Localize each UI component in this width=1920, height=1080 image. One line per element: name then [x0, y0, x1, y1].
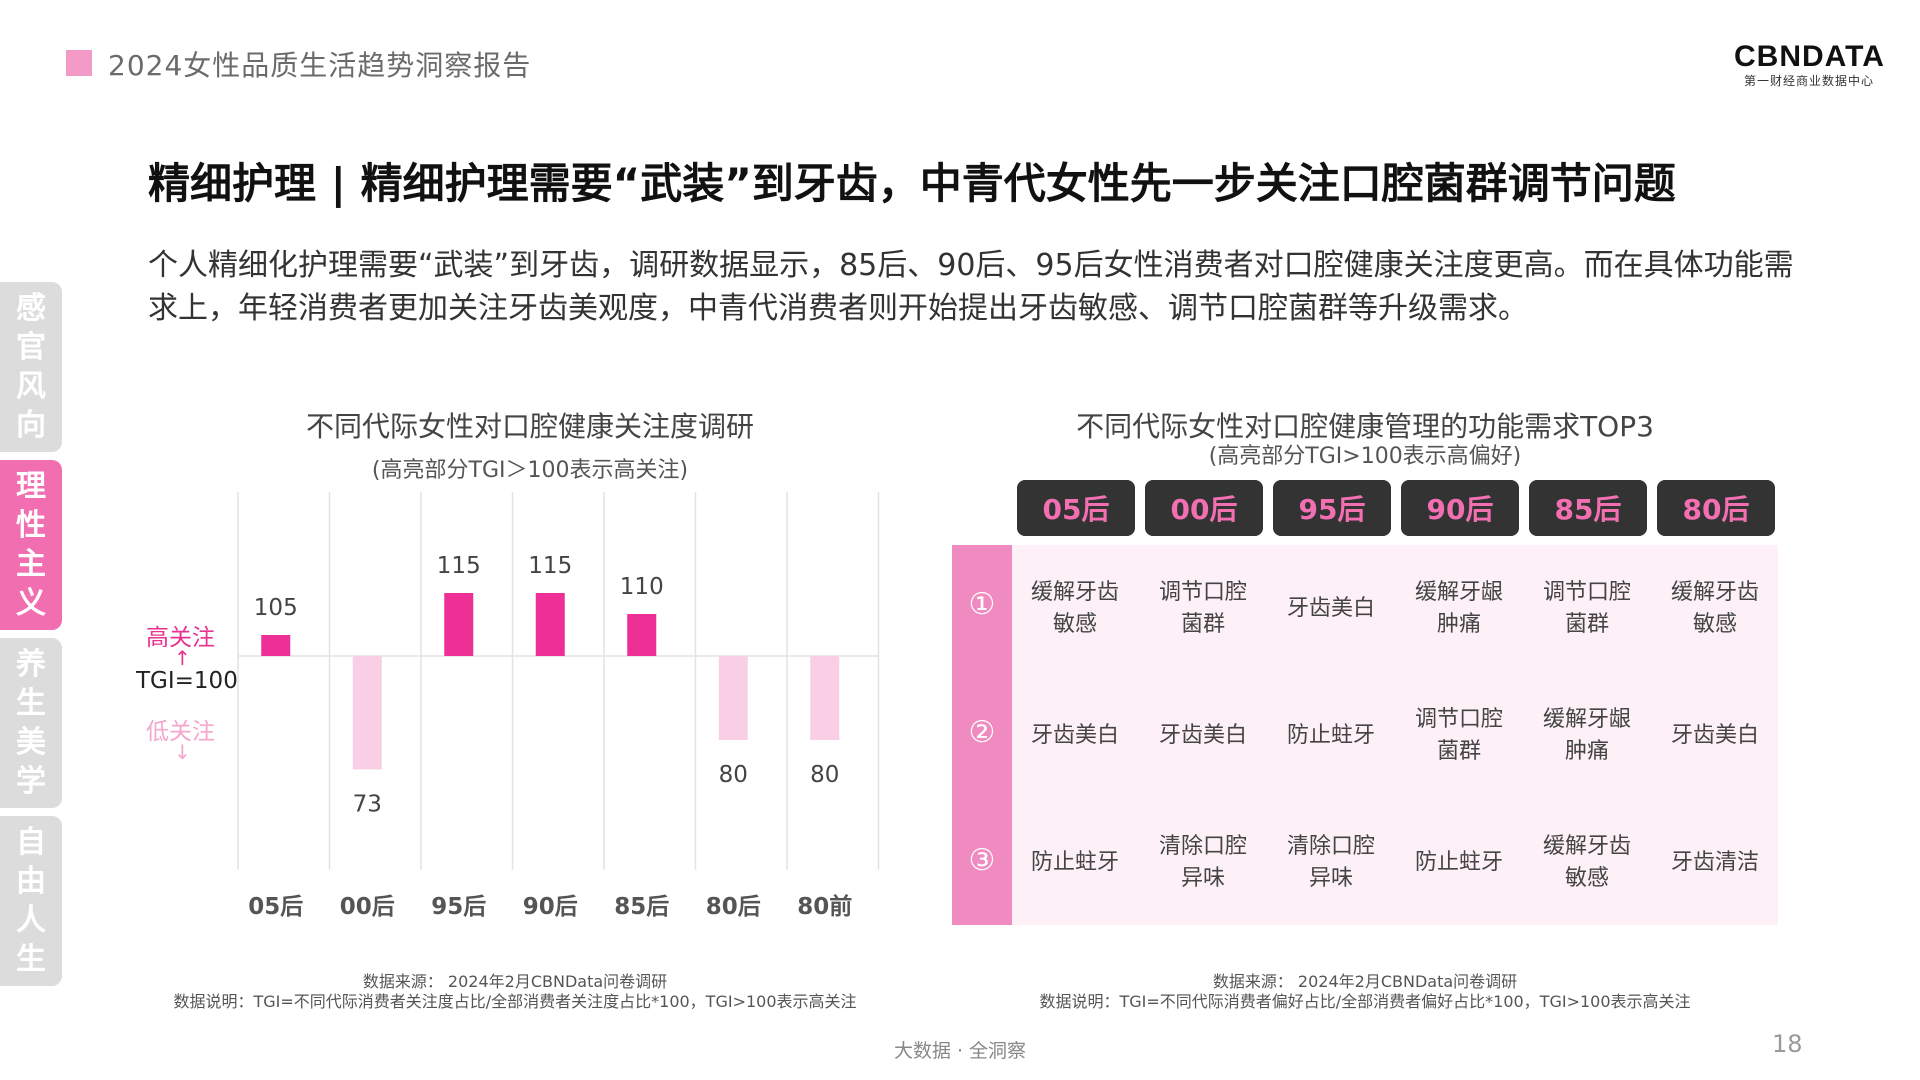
side-tab-rational[interactable]: 理性主义 — [0, 460, 62, 630]
category-label: 85后 — [614, 894, 669, 920]
header-accent-square — [66, 50, 92, 76]
high-attention-label: 高关注 — [146, 625, 215, 651]
table-cell: 牙齿美白 — [1030, 722, 1119, 748]
table-cell: 防止蛀牙 — [1030, 849, 1119, 875]
side-tab-label: 自由人生 — [16, 825, 46, 977]
table-cell: 牙齿美白 — [1158, 722, 1247, 748]
bar-80前 — [810, 656, 840, 740]
side-tab-label: 感官风向 — [16, 291, 46, 443]
gen-badge-95: 95后 — [1273, 480, 1391, 536]
table-cell: 缓解牙齿 敏感 — [1670, 579, 1759, 637]
left-note: 数据说明：TGI=不同代际消费者关注度占比/全部消费者关注度占比*100，TGI… — [173, 992, 857, 1011]
table-cell: 缓解牙齿 敏感 — [1030, 579, 1119, 637]
table-cell: 牙齿清洁 — [1670, 849, 1759, 875]
left-source: 数据来源： 2024年2月CBNData问卷调研 — [362, 972, 668, 991]
bar-95后 — [444, 593, 474, 656]
page-number: 18 — [1772, 1030, 1803, 1058]
bar-value-label: 115 — [528, 553, 572, 579]
table-cell: 清除口腔 异味 — [1158, 833, 1247, 891]
left-chart-title: 不同代际女性对口腔健康关注度调研 — [305, 410, 754, 443]
gen-badge-85: 85后 — [1529, 480, 1647, 536]
table-cell: 缓解牙龈 肿痛 — [1414, 579, 1503, 637]
left-chart-subtitle: (高亮部分TGI＞100表示高关注) — [371, 458, 689, 483]
side-tab-freedom[interactable]: 自由人生 — [0, 816, 62, 986]
side-tab-wellness[interactable]: 养生美学 — [0, 638, 62, 808]
bar-80后 — [718, 656, 748, 740]
table-cell: 缓解牙齿 敏感 — [1542, 833, 1631, 891]
right-table-subtitle: (高亮部分TGI>100表示高偏好) — [1208, 444, 1522, 469]
low-attention-label: 低关注 — [146, 719, 215, 745]
right-source: 数据来源： 2024年2月CBNData问卷调研 — [1212, 972, 1518, 991]
bar-value-label: 110 — [620, 574, 664, 600]
bar-value-label: 115 — [437, 553, 481, 579]
bar-85后 — [627, 614, 657, 656]
right-table-title: 不同代际女性对口腔健康管理的功能需求TOP3 — [1076, 410, 1654, 443]
rank-1: ① — [968, 587, 996, 622]
bar-value-label: 80 — [719, 762, 748, 788]
table-cell: 防止蛀牙 — [1286, 722, 1375, 748]
gen-badge-00: 00后 — [1145, 480, 1263, 536]
table-cell: 牙齿美白 — [1670, 722, 1759, 748]
gen-badge-05: 05后 — [1017, 480, 1135, 536]
bar-value-label: 73 — [353, 791, 382, 817]
category-label: 00后 — [340, 894, 395, 920]
rank-column: ① ② ③ — [952, 545, 1012, 925]
needs-table — [1012, 545, 1778, 925]
bar-90后 — [535, 593, 565, 656]
table-cell: 清除口腔 异味 — [1286, 833, 1375, 891]
table-cell: 调节口腔 菌群 — [1542, 579, 1631, 637]
right-note: 数据说明：TGI=不同代际消费者偏好占比/全部消费者偏好占比*100，TGI>1… — [1039, 992, 1691, 1011]
table-cell: 调节口腔 菌群 — [1158, 579, 1247, 637]
tgi-baseline-label: TGI=100 — [136, 668, 238, 694]
table-cell: 缓解牙龈 肿痛 — [1542, 706, 1631, 764]
category-label: 80后 — [706, 894, 761, 920]
bar-05后 — [261, 635, 291, 656]
table-cell: 牙齿美白 — [1286, 595, 1375, 621]
logo-main-text: CBNDATA — [1734, 40, 1885, 73]
bar-value-label: 80 — [810, 762, 839, 788]
gen-badge-90: 90后 — [1401, 480, 1519, 536]
up-arrow-icon: ↑ — [174, 646, 191, 670]
bar-00后 — [352, 656, 382, 770]
tgi-bar-chart: 105 05后 73 00后 115 95后 115 90后 110 85后 80 80后 80 80前 — [237, 492, 880, 920]
bar-value-label: 105 — [254, 595, 298, 621]
page-headline: 精细护理 | 精细护理需要“武装”到牙齿，中青代女性先一步关注口腔菌群调节问题 — [148, 159, 1676, 208]
rank-2: ② — [968, 715, 996, 750]
footer-slogan: 大数据 · 全洞察 — [893, 1040, 1027, 1062]
down-arrow-icon: ↓ — [174, 740, 191, 764]
table-cell: 调节口腔 菌群 — [1414, 706, 1503, 764]
rank-3: ③ — [968, 843, 996, 878]
side-tab-label: 理性主义 — [16, 469, 46, 621]
category-label: 80前 — [797, 893, 852, 920]
table-cell: 防止蛀牙 — [1414, 849, 1503, 875]
category-label: 05后 — [248, 894, 303, 920]
category-label: 90后 — [523, 894, 578, 920]
logo-sub-text: 第一财经商业数据中心 — [1743, 74, 1874, 88]
side-tab-label: 养生美学 — [16, 647, 46, 799]
category-label: 95后 — [431, 894, 486, 920]
side-tab-sensory[interactable]: 感官风向 — [0, 282, 62, 452]
gen-badge-80: 80后 — [1657, 480, 1775, 536]
report-title: 2024女性品质生活趋势洞察报告 — [108, 49, 532, 82]
cbndata-logo: CBNDATA 第一财经商业数据中心 — [1734, 40, 1884, 89]
summary-paragraph: 个人精细化护理需要“武装”到牙齿，调研数据显示，85后、90后、95后女性消费者… — [148, 248, 1794, 326]
